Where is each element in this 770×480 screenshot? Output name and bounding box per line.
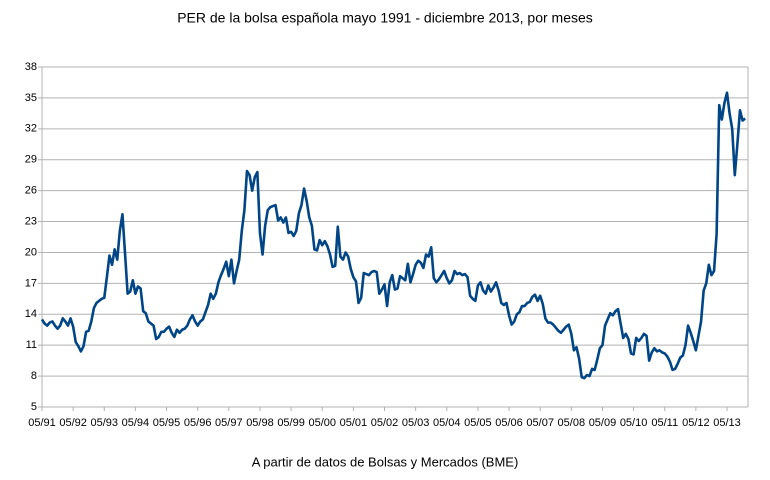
y-tick-label: 11: [26, 339, 37, 351]
x-tick-label: 05/13: [713, 417, 741, 429]
y-tick-label: 35: [25, 92, 37, 104]
data-line: [40, 91, 746, 380]
y-tick-label: 29: [25, 154, 37, 166]
chart-caption: A partir de datos de Bolsas y Mercados (…: [252, 454, 519, 469]
x-tick-label: 05/10: [620, 417, 648, 429]
x-tick-label: 05/05: [464, 417, 492, 429]
y-tick-label: 5: [31, 401, 37, 413]
x-tick-label: 05/09: [589, 417, 617, 429]
x-tick-label: 05/07: [526, 417, 554, 429]
x-tick-label: 05/11: [651, 417, 678, 429]
x-tick-label: 05/12: [682, 417, 710, 429]
x-tick-label: 05/98: [246, 417, 274, 429]
x-tick-label: 05/96: [184, 417, 212, 429]
x-tick-label: 05/03: [402, 417, 430, 429]
y-tick-label: 8: [31, 370, 37, 382]
x-tick-label: 05/04: [433, 417, 461, 429]
x-tick-label: 05/00: [308, 417, 336, 429]
x-tick-label: 05/02: [371, 417, 399, 429]
x-tick-label: 05/01: [340, 417, 368, 429]
y-tick-label: 23: [25, 215, 37, 227]
y-tick-label: 32: [25, 123, 37, 135]
x-tick-label: 05/99: [277, 417, 305, 429]
y-tick-label: 38: [25, 61, 37, 73]
x-tick-label: 05/94: [122, 417, 150, 429]
x-tick-label: 05/95: [153, 417, 181, 429]
chart-title: PER de la bolsa española mayo 1991 - dic…: [177, 10, 593, 26]
x-tick-label: 05/06: [495, 417, 523, 429]
y-tick-label: 14: [25, 308, 37, 320]
x-tick-label: 05/08: [558, 417, 586, 429]
y-tick-label: 20: [25, 246, 37, 258]
y-tick-label: 17: [25, 277, 37, 289]
y-tick-label: 26: [25, 185, 37, 197]
x-tick-label: 05/91: [28, 417, 56, 429]
x-tick-label: 05/92: [59, 417, 87, 429]
x-tick-label: 05/93: [91, 417, 119, 429]
x-tick-label: 05/97: [215, 417, 243, 429]
